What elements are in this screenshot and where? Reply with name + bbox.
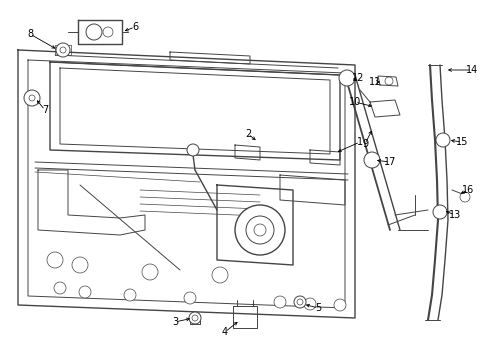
- Circle shape: [124, 289, 136, 301]
- Text: 1: 1: [357, 137, 363, 147]
- Circle shape: [86, 24, 102, 40]
- Circle shape: [60, 47, 66, 53]
- Circle shape: [142, 264, 158, 280]
- Text: 6: 6: [132, 22, 138, 32]
- Circle shape: [364, 152, 380, 168]
- Circle shape: [29, 95, 35, 101]
- Circle shape: [79, 286, 91, 298]
- Text: 2: 2: [245, 129, 251, 139]
- Circle shape: [304, 298, 316, 310]
- Text: 4: 4: [222, 327, 228, 337]
- Text: 13: 13: [449, 210, 461, 220]
- Circle shape: [254, 224, 266, 236]
- Text: 8: 8: [27, 29, 33, 39]
- Circle shape: [246, 216, 274, 244]
- Circle shape: [436, 133, 450, 147]
- Circle shape: [235, 205, 285, 255]
- Circle shape: [103, 27, 113, 37]
- Circle shape: [56, 43, 70, 57]
- Circle shape: [460, 192, 470, 202]
- Circle shape: [297, 299, 303, 305]
- Circle shape: [339, 70, 355, 86]
- Text: 7: 7: [42, 105, 48, 115]
- Text: 5: 5: [315, 303, 321, 313]
- Text: 9: 9: [362, 139, 368, 149]
- Text: 12: 12: [352, 73, 364, 83]
- Circle shape: [189, 312, 201, 324]
- Circle shape: [24, 90, 40, 106]
- Text: 14: 14: [466, 65, 478, 75]
- Text: 15: 15: [456, 137, 468, 147]
- Circle shape: [334, 299, 346, 311]
- Circle shape: [274, 296, 286, 308]
- Circle shape: [433, 205, 447, 219]
- Text: 10: 10: [349, 97, 361, 107]
- Circle shape: [192, 315, 198, 321]
- Text: 3: 3: [172, 317, 178, 327]
- Circle shape: [385, 77, 393, 85]
- Circle shape: [212, 267, 228, 283]
- Text: 16: 16: [462, 185, 474, 195]
- Circle shape: [47, 252, 63, 268]
- Circle shape: [54, 282, 66, 294]
- Text: 17: 17: [384, 157, 396, 167]
- Circle shape: [294, 296, 306, 308]
- Circle shape: [184, 292, 196, 304]
- Circle shape: [72, 257, 88, 273]
- Text: 11: 11: [369, 77, 381, 87]
- Circle shape: [187, 144, 199, 156]
